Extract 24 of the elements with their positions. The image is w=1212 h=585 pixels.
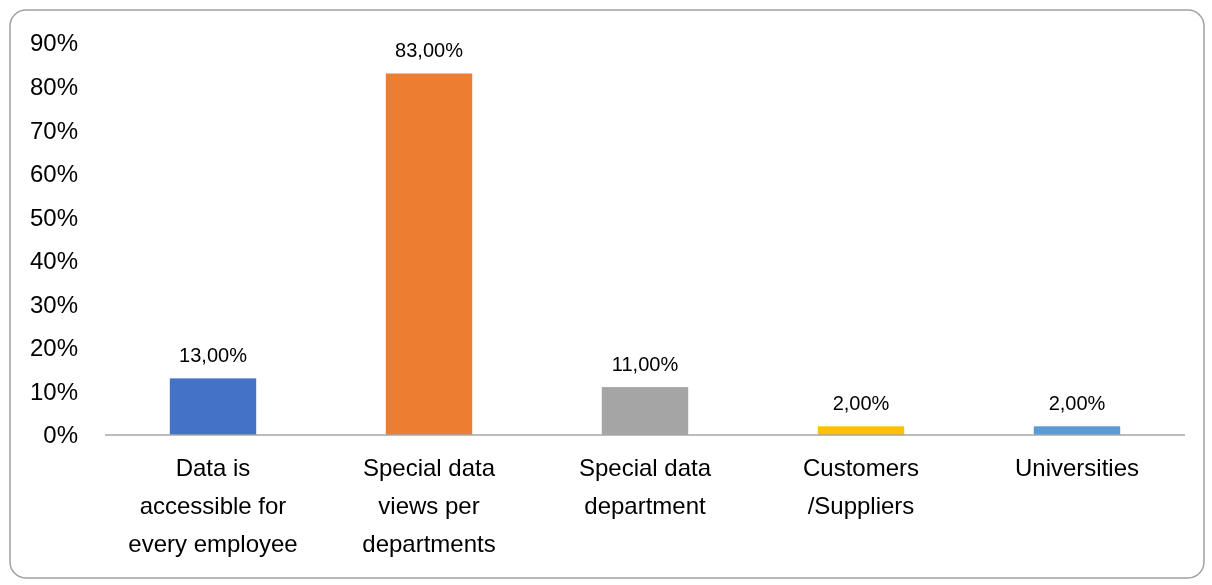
data-label: 2,00% bbox=[832, 392, 890, 415]
y-tick-label: 20% bbox=[29, 334, 78, 362]
y-tick-label: 30% bbox=[29, 290, 78, 318]
x-tick-label: Data is accessible for every employee bbox=[128, 454, 298, 557]
y-tick-label: 90% bbox=[29, 29, 78, 57]
y-tick-label: 60% bbox=[29, 160, 78, 188]
data-label: 11,00% bbox=[611, 353, 679, 376]
x-tick-label: Universities bbox=[1014, 454, 1140, 481]
y-tick-label: 10% bbox=[29, 377, 78, 405]
y-tick-label: 80% bbox=[29, 72, 78, 100]
data-label: 13,00% bbox=[179, 344, 248, 367]
data-label: 2,00% bbox=[1048, 392, 1106, 415]
x-tick-label: Customers /Suppliers bbox=[802, 454, 920, 519]
y-tick-label: 0% bbox=[43, 421, 78, 449]
x-tick-label: Special data views per departments bbox=[362, 454, 496, 557]
y-tick-label: 70% bbox=[29, 116, 78, 144]
y-tick-label: 50% bbox=[29, 203, 78, 231]
y-tick-label: 40% bbox=[29, 247, 78, 275]
x-tick-label: Special data department bbox=[578, 454, 712, 519]
data-label: 83,00% bbox=[395, 39, 464, 62]
bar bbox=[1033, 426, 1121, 435]
bar bbox=[385, 73, 473, 435]
bar bbox=[817, 426, 905, 435]
bar bbox=[169, 378, 257, 435]
